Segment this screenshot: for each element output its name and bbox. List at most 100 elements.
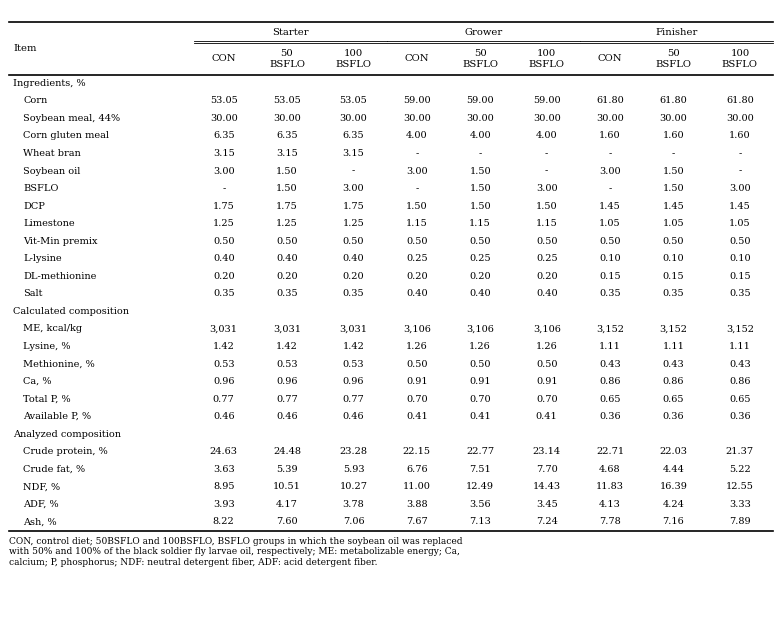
Text: 0.50: 0.50: [213, 237, 235, 246]
Text: 0.40: 0.40: [213, 254, 235, 263]
Text: 3.63: 3.63: [213, 465, 235, 474]
Text: 3,106: 3,106: [403, 325, 430, 333]
Text: 6.35: 6.35: [213, 131, 235, 141]
Text: 0.40: 0.40: [343, 254, 364, 263]
Text: 0.77: 0.77: [343, 394, 364, 404]
Text: 0.20: 0.20: [276, 272, 298, 281]
Text: 14.43: 14.43: [533, 482, 561, 491]
Text: -: -: [545, 149, 549, 158]
Text: 22.03: 22.03: [660, 447, 688, 456]
Text: 3.45: 3.45: [536, 500, 558, 509]
Text: 100
BSFLO: 100 BSFLO: [722, 49, 758, 68]
Text: 3.00: 3.00: [599, 166, 621, 176]
Text: 3.78: 3.78: [343, 500, 364, 509]
Text: 30.00: 30.00: [726, 114, 754, 123]
Text: 3.88: 3.88: [406, 500, 427, 509]
Text: 3.15: 3.15: [276, 149, 298, 158]
Text: 0.96: 0.96: [343, 377, 364, 386]
Text: 12.49: 12.49: [466, 482, 494, 491]
Text: 0.50: 0.50: [536, 237, 557, 246]
Text: Analyzed composition: Analyzed composition: [13, 430, 121, 439]
Text: 1.50: 1.50: [536, 202, 558, 210]
Text: 1.50: 1.50: [276, 184, 298, 193]
Text: 7.51: 7.51: [469, 465, 491, 474]
Text: 0.46: 0.46: [276, 412, 298, 421]
Text: 1.60: 1.60: [663, 131, 684, 141]
Text: 0.43: 0.43: [663, 359, 685, 369]
Text: Lysine, %: Lysine, %: [23, 342, 71, 351]
Text: 0.50: 0.50: [406, 359, 427, 369]
Text: Methionine, %: Methionine, %: [23, 359, 95, 369]
Text: 3,031: 3,031: [210, 325, 238, 333]
Text: -: -: [608, 149, 611, 158]
Text: 7.24: 7.24: [536, 517, 558, 526]
Text: 0.86: 0.86: [599, 377, 621, 386]
Text: Item: Item: [13, 44, 37, 53]
Text: 0.40: 0.40: [536, 290, 558, 298]
Text: 1.42: 1.42: [276, 342, 298, 351]
Text: 10.27: 10.27: [340, 482, 368, 491]
Text: 8.22: 8.22: [213, 517, 235, 526]
Text: Limestone: Limestone: [23, 219, 75, 228]
Text: Calculated composition: Calculated composition: [13, 307, 129, 316]
Text: Ash, %: Ash, %: [23, 517, 57, 526]
Text: Salt: Salt: [23, 290, 43, 298]
Text: 1.50: 1.50: [663, 184, 684, 193]
Text: 7.13: 7.13: [469, 517, 491, 526]
Text: 7.89: 7.89: [729, 517, 751, 526]
Text: 3,152: 3,152: [596, 325, 624, 333]
Text: 50
BSFLO: 50 BSFLO: [655, 49, 692, 68]
Text: Total P, %: Total P, %: [23, 394, 71, 404]
Text: 7.06: 7.06: [343, 517, 364, 526]
Text: 3.00: 3.00: [729, 184, 751, 193]
Text: 0.10: 0.10: [599, 254, 621, 263]
Text: 5.22: 5.22: [729, 465, 751, 474]
Text: 0.50: 0.50: [343, 237, 364, 246]
Text: 0.46: 0.46: [213, 412, 235, 421]
Text: -: -: [545, 166, 549, 176]
Text: 0.36: 0.36: [729, 412, 751, 421]
Text: 0.10: 0.10: [729, 254, 751, 263]
Text: 61.80: 61.80: [660, 97, 687, 106]
Text: 0.20: 0.20: [406, 272, 427, 281]
Text: 4.24: 4.24: [663, 500, 685, 509]
Text: 0.10: 0.10: [663, 254, 684, 263]
Text: 10.51: 10.51: [273, 482, 301, 491]
Text: 0.96: 0.96: [277, 377, 298, 386]
Text: 4.17: 4.17: [276, 500, 298, 509]
Text: Ingredients, %: Ingredients, %: [13, 79, 85, 88]
Text: 0.25: 0.25: [469, 254, 491, 263]
Text: 0.53: 0.53: [276, 359, 298, 369]
Text: Crude fat, %: Crude fat, %: [23, 465, 85, 474]
Text: 0.50: 0.50: [406, 237, 427, 246]
Text: 24.48: 24.48: [273, 447, 301, 456]
Text: 59.00: 59.00: [533, 97, 560, 106]
Text: 1.25: 1.25: [343, 219, 364, 228]
Text: 3.00: 3.00: [343, 184, 364, 193]
Text: 0.86: 0.86: [663, 377, 684, 386]
Text: 6.35: 6.35: [343, 131, 364, 141]
Text: 0.36: 0.36: [599, 412, 621, 421]
Text: 0.50: 0.50: [536, 359, 557, 369]
Text: 3.15: 3.15: [213, 149, 235, 158]
Text: 11.00: 11.00: [403, 482, 430, 491]
Text: 0.43: 0.43: [729, 359, 751, 369]
Text: 1.11: 1.11: [663, 342, 685, 351]
Text: 0.20: 0.20: [536, 272, 558, 281]
Text: 100
BSFLO: 100 BSFLO: [528, 49, 565, 68]
Text: 1.25: 1.25: [276, 219, 298, 228]
Text: 6.35: 6.35: [276, 131, 298, 141]
Text: 53.05: 53.05: [210, 97, 238, 106]
Text: 61.80: 61.80: [596, 97, 624, 106]
Text: 3,152: 3,152: [726, 325, 754, 333]
Text: 3.93: 3.93: [213, 500, 235, 509]
Text: CON: CON: [598, 54, 622, 63]
Text: 1.45: 1.45: [599, 202, 621, 210]
Text: Corn gluten meal: Corn gluten meal: [23, 131, 110, 141]
Text: 1.60: 1.60: [599, 131, 621, 141]
Text: 0.50: 0.50: [729, 237, 751, 246]
Text: 53.05: 53.05: [274, 97, 301, 106]
Text: 1.26: 1.26: [406, 342, 428, 351]
Text: 0.40: 0.40: [406, 290, 427, 298]
Text: 3,031: 3,031: [340, 325, 368, 333]
